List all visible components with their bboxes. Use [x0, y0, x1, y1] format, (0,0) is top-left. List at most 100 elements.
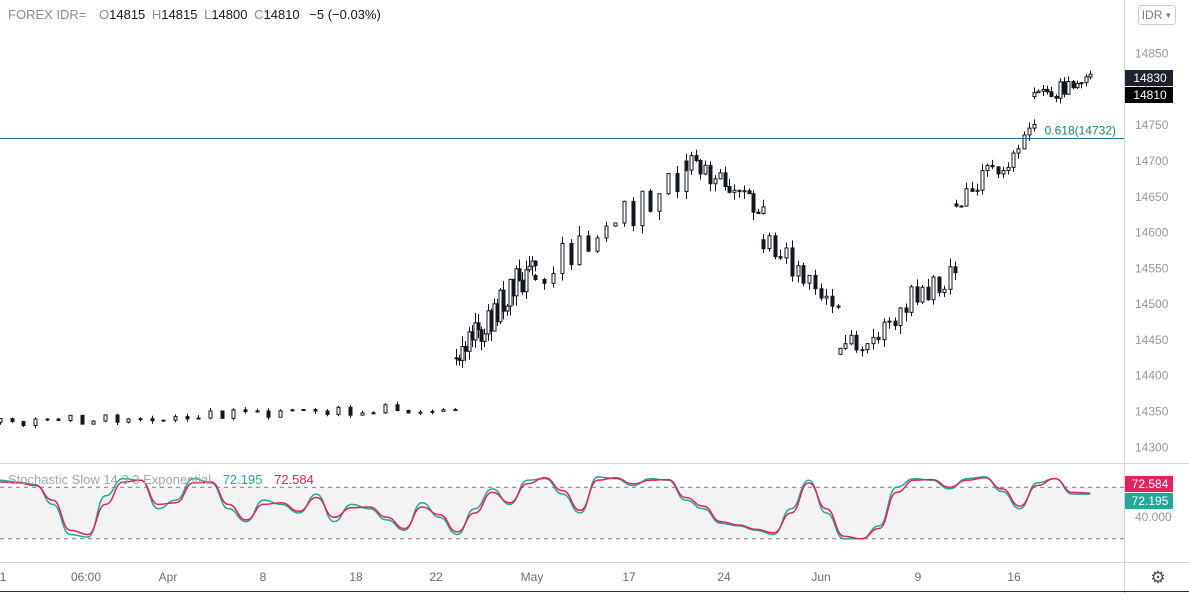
price-tick-label: 14700: [1135, 154, 1169, 168]
candle-body: [542, 278, 547, 284]
price-tick-label: 14550: [1135, 261, 1169, 275]
candle-body: [336, 406, 341, 415]
price-tick-label: 14350: [1135, 404, 1169, 418]
candle-body: [666, 173, 671, 195]
candle-body: [126, 418, 131, 423]
candle-body: [964, 188, 969, 207]
candle-body: [21, 421, 26, 427]
candle-body: [524, 269, 529, 293]
candle-body: [723, 172, 728, 187]
high-value: 14815: [161, 7, 198, 22]
candle-body: [708, 164, 713, 185]
candle-body: [1041, 88, 1046, 92]
candle-body: [520, 279, 525, 293]
candle-body: [0, 418, 3, 423]
candle-body: [640, 190, 645, 227]
candle-body: [1032, 124, 1037, 129]
candle-body: [56, 418, 61, 422]
candle-body: [980, 170, 985, 191]
candle-body: [694, 155, 699, 162]
candle-body: [954, 203, 959, 207]
candle-body: [813, 274, 818, 290]
candle-body: [527, 265, 532, 271]
stoch-k-value: 72.195: [222, 472, 263, 487]
candle-body: [784, 247, 789, 259]
candle-body: [613, 222, 618, 227]
candle-body: [569, 242, 574, 266]
candle-body: [915, 286, 920, 303]
candle-body: [931, 276, 936, 301]
candle-body: [301, 409, 306, 412]
price-pane: 0.618(14732): [0, 70, 1124, 429]
gear-icon[interactable]: ⚙: [1150, 568, 1166, 587]
candle-body: [173, 416, 178, 421]
price-tick-label: 14450: [1135, 333, 1169, 347]
candle-body: [460, 346, 465, 361]
candle-body: [551, 273, 556, 284]
candle-body: [948, 266, 953, 290]
candle-body: [622, 200, 627, 224]
candle-body: [441, 409, 446, 412]
candle-body: [898, 307, 903, 326]
candle-body: [220, 410, 225, 419]
stoch-band: [0, 487, 1124, 539]
candle-body: [718, 172, 723, 180]
candle-body: [467, 331, 472, 352]
indicator-legend: Stochastic Slow 14 3 3 Exponential 72.19…: [8, 472, 314, 487]
candle-body: [383, 404, 388, 414]
symbol-name: FOREX IDR=: [8, 7, 87, 22]
time-tick-label: 22: [429, 570, 443, 584]
candle-body: [970, 188, 975, 192]
candle-body: [684, 160, 689, 171]
candle-body: [453, 409, 458, 412]
stochastic-pane: [0, 476, 1124, 540]
candle-body: [80, 414, 85, 425]
candle-body: [360, 412, 365, 416]
price-badge: [1125, 87, 1173, 103]
candle-body: [843, 343, 848, 349]
candle-body: [1071, 80, 1076, 89]
open-value: 14815: [109, 7, 146, 22]
time-tick-label: 1: [0, 570, 7, 584]
candle-body: [876, 336, 881, 341]
low-label: L: [204, 7, 212, 22]
candle-body: [586, 235, 591, 252]
candle-body: [371, 412, 376, 415]
candle-body: [865, 343, 870, 351]
stoch-badge-label: 72.195: [1132, 494, 1169, 508]
price-tick-label: 14400: [1135, 369, 1169, 383]
candle-body: [836, 305, 841, 308]
currency-button[interactable]: IDR ▼: [1138, 5, 1176, 25]
candle-body: [689, 155, 694, 171]
candle-body: [801, 265, 806, 284]
candle-body: [1011, 152, 1016, 168]
candle-body: [1075, 83, 1080, 89]
candle-body: [737, 189, 742, 193]
chevron-down-icon: ▼: [1164, 10, 1173, 20]
candle-body: [926, 286, 931, 301]
candle-body: [819, 288, 824, 299]
candle-body: [937, 276, 942, 293]
candle-body: [990, 164, 995, 168]
candle-body: [185, 416, 190, 420]
candle-body: [790, 247, 795, 277]
candle-body: [778, 256, 783, 259]
time-tick-label: 16: [1007, 570, 1021, 584]
time-tick-label: Apr: [159, 570, 178, 584]
change-value: −5 (−0.03%): [309, 7, 381, 22]
candle-body: [505, 305, 510, 312]
candle-body: [675, 173, 680, 193]
candle-body: [325, 410, 330, 415]
price-tick-label: 14600: [1135, 226, 1169, 240]
candle-body: [115, 414, 120, 423]
candle-body: [406, 409, 411, 414]
price-tick-label: 14300: [1135, 440, 1169, 454]
close-label: C: [254, 7, 264, 22]
stoch-badge-label: 72.584: [1132, 477, 1169, 491]
candle-body: [418, 411, 423, 414]
candle-body: [290, 409, 295, 412]
candle-body: [533, 274, 538, 280]
candle-body: [517, 268, 522, 281]
